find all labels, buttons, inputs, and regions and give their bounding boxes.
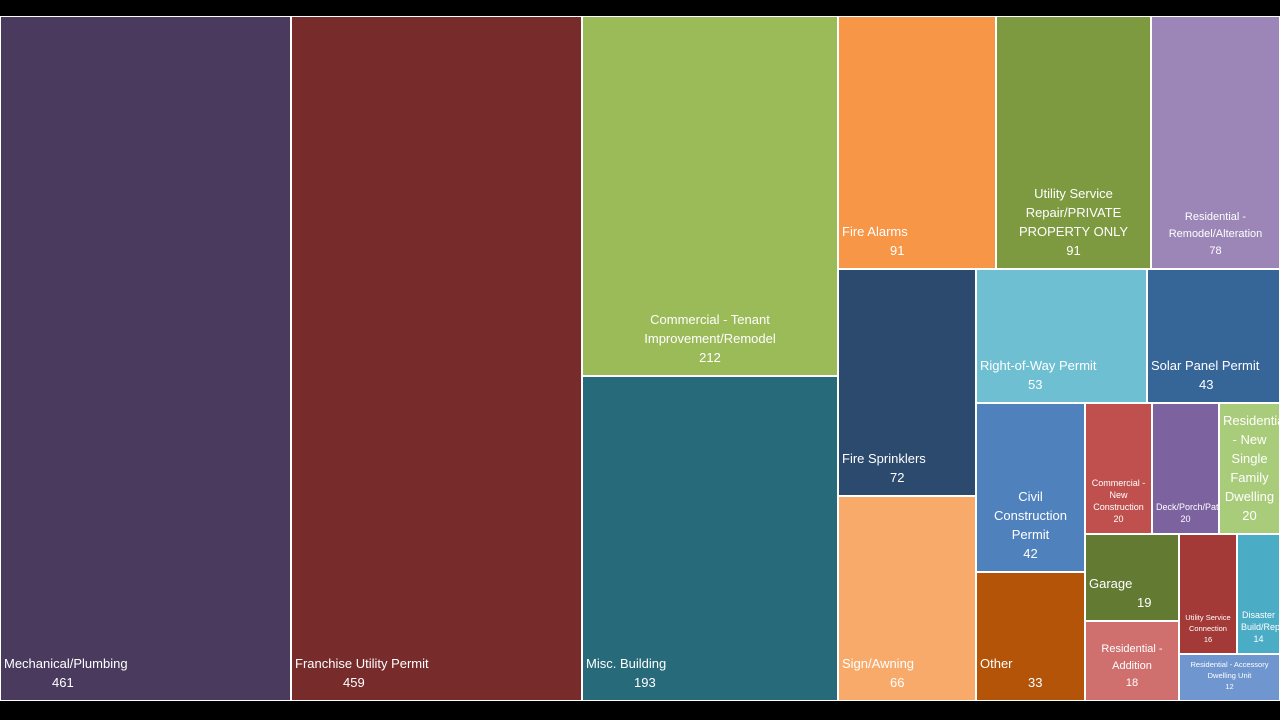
tile-name: Deck/Porch/Patio — [1156, 502, 1219, 512]
tile-name: Residential - Accessory Dwelling Unit — [1190, 660, 1269, 680]
tile-label: Fire Sprinklers 72 — [839, 449, 975, 487]
tile-label: Utility Service Repair/PRIVATE PROPERTY … — [997, 184, 1150, 260]
tile-value: 16 — [1203, 635, 1213, 644]
tile-value: 53 — [1028, 377, 1043, 392]
tile-name: Fire Alarms — [842, 224, 908, 239]
treemap-tile-residential-addition[interactable]: Residential - Addition 18 — [1085, 621, 1179, 701]
tile-label: Fire Alarms 91 — [839, 222, 995, 260]
tile-name: Residential - New Single Family Dwelling — [1223, 413, 1279, 504]
tile-name: Commercial - Tenant Improvement/Remodel — [644, 312, 776, 346]
tile-value: 43 — [1199, 377, 1214, 392]
tile-label: Deck/Porch/Patio 20 — [1153, 501, 1218, 525]
tile-name: Utility Service Repair/PRIVATE PROPERTY … — [1018, 186, 1129, 239]
tile-label: Residential - New Single Family Dwelling… — [1220, 411, 1279, 525]
tile-value: 72 — [890, 470, 905, 485]
treemap-tile-civil-construction-permit[interactable]: Civil Construction Permit 42 — [976, 403, 1085, 572]
tile-label: Utility Service Connection 16 — [1180, 612, 1236, 645]
tile-value: 193 — [634, 675, 656, 690]
tile-value: 14 — [1253, 634, 1264, 644]
tile-value: 42 — [1023, 546, 1038, 561]
tile-name: Commercial - New Construction — [1091, 478, 1146, 512]
tile-name: Sign/Awning — [842, 656, 915, 671]
treemap-tile-deck-porch-patio[interactable]: Deck/Porch/Patio 20 — [1152, 403, 1219, 534]
treemap-tile-fire-alarms[interactable]: Fire Alarms 91 — [838, 16, 996, 269]
tile-label: Right-of-Way Permit 53 — [977, 356, 1146, 394]
tile-label: Residential - Accessory Dwelling Unit 12 — [1180, 659, 1279, 692]
treemap-tile-residential-new-single-family-dwelling[interactable]: Residential - New Single Family Dwelling… — [1219, 403, 1280, 534]
treemap-tile-residential-remodel-alteration[interactable]: Residential - Remodel/Alteration 78 — [1151, 16, 1280, 269]
tile-name: Other — [980, 656, 1013, 671]
tile-name: Residential - Remodel/Alteration — [1168, 211, 1263, 240]
tile-name: Garage — [1089, 576, 1133, 591]
tile-value: 20 — [1242, 508, 1257, 523]
treemap-tile-utility-service-connection[interactable]: Utility Service Connection 16 — [1179, 534, 1237, 654]
tile-label: Commercial - New Construction 20 — [1086, 477, 1151, 525]
tile-name: Fire Sprinklers — [842, 451, 926, 466]
treemap-tile-right-of-way-permit[interactable]: Right-of-Way Permit 53 — [976, 269, 1147, 403]
treemap-tile-mechanical-plumbing[interactable]: Mechanical/Plumbing 461 — [0, 16, 291, 701]
tile-value: 12 — [1225, 682, 1234, 691]
tile-value: 19 — [1137, 595, 1152, 610]
treemap-tile-solar-panel-permit[interactable]: Solar Panel Permit 43 — [1147, 269, 1280, 403]
tile-label: Other 33 — [977, 654, 1084, 692]
tile-name: Right-of-Way Permit — [980, 358, 1097, 373]
tile-value: 461 — [52, 675, 74, 690]
tile-value: 33 — [1028, 675, 1043, 690]
tile-label: Sign/Awning 66 — [839, 654, 975, 692]
tile-label: Garage 19 — [1086, 574, 1178, 612]
treemap-tile-utility-service-repair-private-property-only[interactable]: Utility Service Repair/PRIVATE PROPERTY … — [996, 16, 1151, 269]
tile-value: 20 — [1180, 514, 1191, 524]
tile-name: Mechanical/Plumbing — [4, 656, 128, 671]
tile-label: Solar Panel Permit 43 — [1148, 356, 1279, 394]
treemap-tile-commercial-tenant-improvement-remodel[interactable]: Commercial - Tenant Improvement/Remodel 2… — [582, 16, 838, 376]
treemap-tile-fire-sprinklers[interactable]: Fire Sprinklers 72 — [838, 269, 976, 496]
tile-label: Disaster Build/Repair 14 — [1238, 609, 1279, 645]
tile-label: Civil Construction Permit 42 — [977, 487, 1084, 563]
tile-label: Misc. Building 193 — [583, 654, 837, 692]
tile-name: Disaster Build/Repair — [1241, 610, 1280, 632]
tile-value: 66 — [890, 675, 905, 690]
tile-value: 212 — [699, 350, 721, 365]
tile-value: 18 — [1125, 677, 1139, 689]
tile-name: Solar Panel Permit — [1151, 358, 1260, 373]
tile-label: Franchise Utility Permit 459 — [292, 654, 581, 692]
tile-value: 78 — [1209, 245, 1222, 257]
treemap-tile-commercial-new-construction[interactable]: Commercial - New Construction 20 — [1085, 403, 1152, 534]
treemap-tile-disaster-build-repair[interactable]: Disaster Build/Repair 14 — [1237, 534, 1280, 654]
treemap-tile-sign-awning[interactable]: Sign/Awning 66 — [838, 496, 976, 701]
tile-name: Civil Construction Permit — [994, 489, 1067, 542]
treemap-tile-residential-accessory-dwelling-unit[interactable]: Residential - Accessory Dwelling Unit 12 — [1179, 654, 1280, 701]
tile-value: 91 — [1066, 243, 1081, 258]
tile-name: Misc. Building — [586, 656, 667, 671]
tile-label: Commercial - Tenant Improvement/Remodel 2… — [583, 310, 837, 367]
tile-label: Residential - Remodel/Alteration 78 — [1152, 209, 1279, 260]
tile-name: Utility Service Connection — [1185, 613, 1231, 633]
treemap-tile-franchise-utility-permit[interactable]: Franchise Utility Permit 459 — [291, 16, 582, 701]
tile-value: 459 — [343, 675, 365, 690]
treemap-tile-garage[interactable]: Garage 19 — [1085, 534, 1179, 621]
tile-label: Mechanical/Plumbing 461 — [1, 654, 290, 692]
tile-label: Residential - Addition 18 — [1086, 641, 1178, 692]
tile-name: Residential - Addition — [1101, 643, 1163, 672]
treemap-tile-other[interactable]: Other 33 — [976, 572, 1085, 701]
tile-value: 91 — [890, 243, 905, 258]
tile-name: Franchise Utility Permit — [295, 656, 429, 671]
treemap-tile-misc-building[interactable]: Misc. Building 193 — [582, 376, 838, 701]
tile-value: 20 — [1113, 514, 1124, 524]
